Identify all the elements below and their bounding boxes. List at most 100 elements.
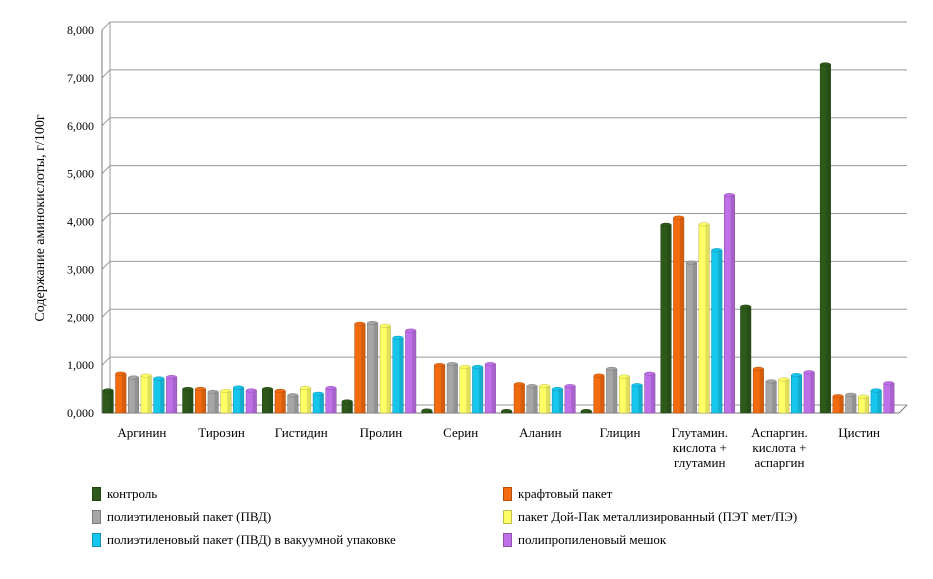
x-tick-label: Цистин <box>838 425 880 440</box>
y-tick-label: 1,000 <box>67 358 94 372</box>
legend-item: полипропиленовый мешок <box>503 532 666 548</box>
gridline-depth <box>101 261 111 270</box>
bar <box>207 389 219 414</box>
legend-item: полиэтиленовый пакет (ПВД) в вакуумной у… <box>92 532 396 548</box>
bar <box>883 381 895 414</box>
y-tick-label: 0,000 <box>67 406 94 420</box>
bar <box>526 384 538 414</box>
legend-swatch <box>503 533 512 547</box>
bar <box>233 385 245 414</box>
bar <box>513 382 525 414</box>
gridlines <box>101 21 908 414</box>
bar <box>245 388 257 414</box>
y-tick-label: 5,000 <box>67 167 94 181</box>
bar <box>832 394 844 414</box>
bar <box>564 384 576 414</box>
legend-swatch <box>503 487 512 501</box>
x-tick-label: Серин <box>443 425 478 440</box>
legend-swatch <box>92 487 101 501</box>
bar <box>166 375 178 414</box>
bar <box>459 364 471 414</box>
bar <box>698 222 710 414</box>
bar <box>803 370 815 414</box>
bar <box>501 409 513 414</box>
y-tick-label: 8,000 <box>67 23 94 37</box>
bar <box>446 362 458 414</box>
bar <box>580 409 592 414</box>
bar <box>421 408 433 414</box>
bar <box>870 388 882 414</box>
bar <box>711 248 723 414</box>
bar <box>153 376 165 414</box>
bar <box>752 366 764 414</box>
y-tick-label: 3,000 <box>67 262 94 276</box>
legend: контроль крафтовый пакет полиэтиленовый па… <box>0 480 933 575</box>
legend-item: крафтовый пакет <box>503 486 612 502</box>
gridline-depth <box>101 117 111 127</box>
legend-label: пакет Дой-Пак металлизированный (ПЭТ мет… <box>518 509 798 524</box>
bar <box>325 386 337 414</box>
bar <box>274 388 286 414</box>
bar <box>195 387 206 414</box>
x-tick-label: Пролин <box>360 425 403 440</box>
y-tick-label: 6,000 <box>67 119 94 133</box>
bar <box>472 364 484 414</box>
bar <box>367 320 379 414</box>
bar <box>434 363 446 414</box>
legend-label: полиэтиленовый пакет (ПВД) в вакуумной у… <box>107 532 396 547</box>
bar <box>819 62 831 414</box>
bar <box>300 386 312 414</box>
bar <box>102 388 114 414</box>
bar <box>593 373 605 414</box>
bar <box>644 371 656 414</box>
bar <box>631 383 643 414</box>
legend-swatch <box>503 510 512 524</box>
y-axis-label: Содержание аминокислоты, г/100г <box>33 114 48 321</box>
bar <box>660 222 672 414</box>
x-axis: Аргинин Тирозин Гистидин Пролин Серин Аланин Г… <box>117 425 880 470</box>
legend-item: контроль <box>92 486 157 502</box>
bar <box>606 366 618 414</box>
legend-swatch <box>92 533 101 547</box>
bar <box>262 387 273 414</box>
bar <box>484 362 496 414</box>
bar <box>858 394 869 414</box>
x-tick-label: Аланин <box>519 425 562 440</box>
bar <box>791 373 802 414</box>
bar <box>140 373 152 414</box>
x-tick-label: Гистидин <box>275 425 328 440</box>
bar <box>405 328 417 414</box>
bar <box>312 391 324 414</box>
bar <box>618 374 630 414</box>
legend-item: пакет Дой-Пак металлизированный (ПЭТ мет… <box>503 509 797 525</box>
bar <box>341 399 353 414</box>
bar <box>551 387 563 414</box>
bar <box>740 304 752 414</box>
bars <box>102 62 895 414</box>
gridline-depth <box>101 21 111 31</box>
x-tick-label: Аргинин <box>117 425 166 440</box>
bar <box>673 215 685 414</box>
x-tick-label: Тирозин <box>198 425 245 440</box>
gridline-depth <box>101 165 111 174</box>
bar <box>354 321 366 414</box>
x-tick-label: Аспаргин. кислота + аспаргин <box>751 425 808 470</box>
y-tick-label: 7,000 <box>67 71 94 85</box>
bar <box>778 377 790 414</box>
bar <box>182 387 194 414</box>
y-tick-label: 4,000 <box>67 215 94 229</box>
bar <box>539 384 551 414</box>
bar <box>287 393 299 414</box>
legend-label: контроль <box>107 486 158 501</box>
bar <box>379 323 391 414</box>
bar <box>220 388 232 414</box>
x-tick-label: Глицин <box>600 425 641 440</box>
y-axis: 0,000 1,000 2,000 3,000 4,000 5,000 6,000 7,000… <box>67 23 94 420</box>
legend-item: полиэтиленовый пакет (ПВД) <box>92 509 271 525</box>
legend-label: полиэтиленовый пакет (ПВД) <box>107 509 272 524</box>
bar <box>685 260 697 414</box>
legend-label: крафтовый пакет <box>518 486 613 501</box>
gridline-depth <box>101 213 111 222</box>
gridline-depth <box>101 356 111 366</box>
